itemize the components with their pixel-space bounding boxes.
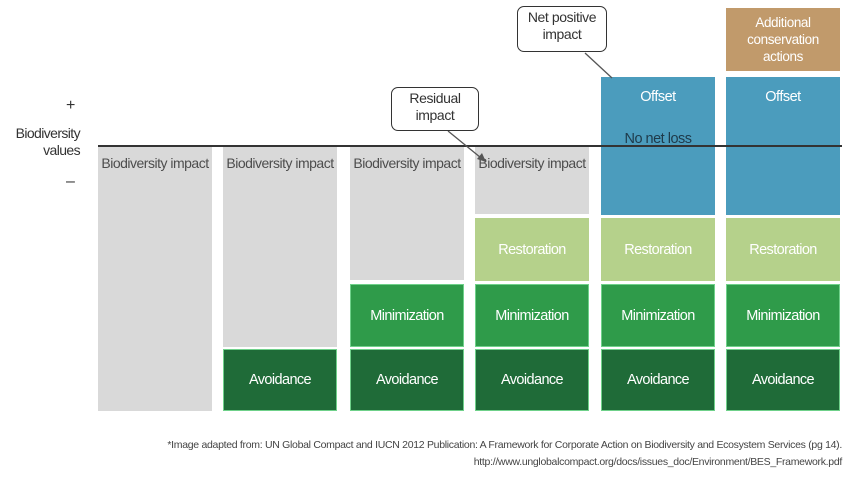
residual-impact-callout: Residual impact — [391, 87, 479, 131]
restoration-block: Restoration — [475, 218, 589, 281]
restoration-block: Restoration — [601, 218, 715, 281]
footnote-line1: *Image adapted from: UN Global Compact a… — [167, 439, 842, 451]
axis-label: Biodiversity values — [10, 125, 81, 159]
minimization-block: Minimization — [726, 284, 840, 347]
avoidance-block: Avoidance — [350, 349, 464, 411]
avoidance-block: Avoidance — [475, 349, 589, 411]
additional-conservation-block: Additional conservation actions — [726, 8, 840, 71]
avoidance-block: Avoidance — [223, 349, 337, 411]
biodiversity-impact-block: Biodiversity impact — [223, 147, 337, 347]
footnote: *Image adapted from: UN Global Compact a… — [40, 437, 842, 471]
minimization-block: Minimization — [601, 284, 715, 347]
plus-sign: + — [66, 97, 75, 114]
biodiversity-impact-block: Biodiversity impact — [98, 147, 212, 411]
residual-arrowhead — [477, 153, 486, 162]
footnote-line2: http://www.unglobalcompact.org/docs/issu… — [473, 456, 843, 468]
biodiversity-impact-block: Biodiversity impact — [350, 147, 464, 280]
baseline — [98, 145, 842, 147]
net-positive-impact-callout: Net positive impact — [517, 6, 607, 52]
restoration-block: Restoration — [726, 218, 840, 281]
biodiversity-impact-block: Biodiversity impact — [475, 147, 589, 214]
axis-label-line2: values — [43, 142, 80, 158]
avoidance-block: Avoidance — [726, 349, 840, 411]
no-net-loss-label: No net loss — [624, 131, 692, 147]
minus-sign: – — [66, 173, 75, 190]
avoidance-block: Avoidance — [601, 349, 715, 411]
axis-label-line1: Biodiversity — [15, 125, 81, 141]
minimization-block: Minimization — [475, 284, 589, 347]
minimization-block: Minimization — [350, 284, 464, 347]
net-positive-connector — [584, 52, 613, 79]
